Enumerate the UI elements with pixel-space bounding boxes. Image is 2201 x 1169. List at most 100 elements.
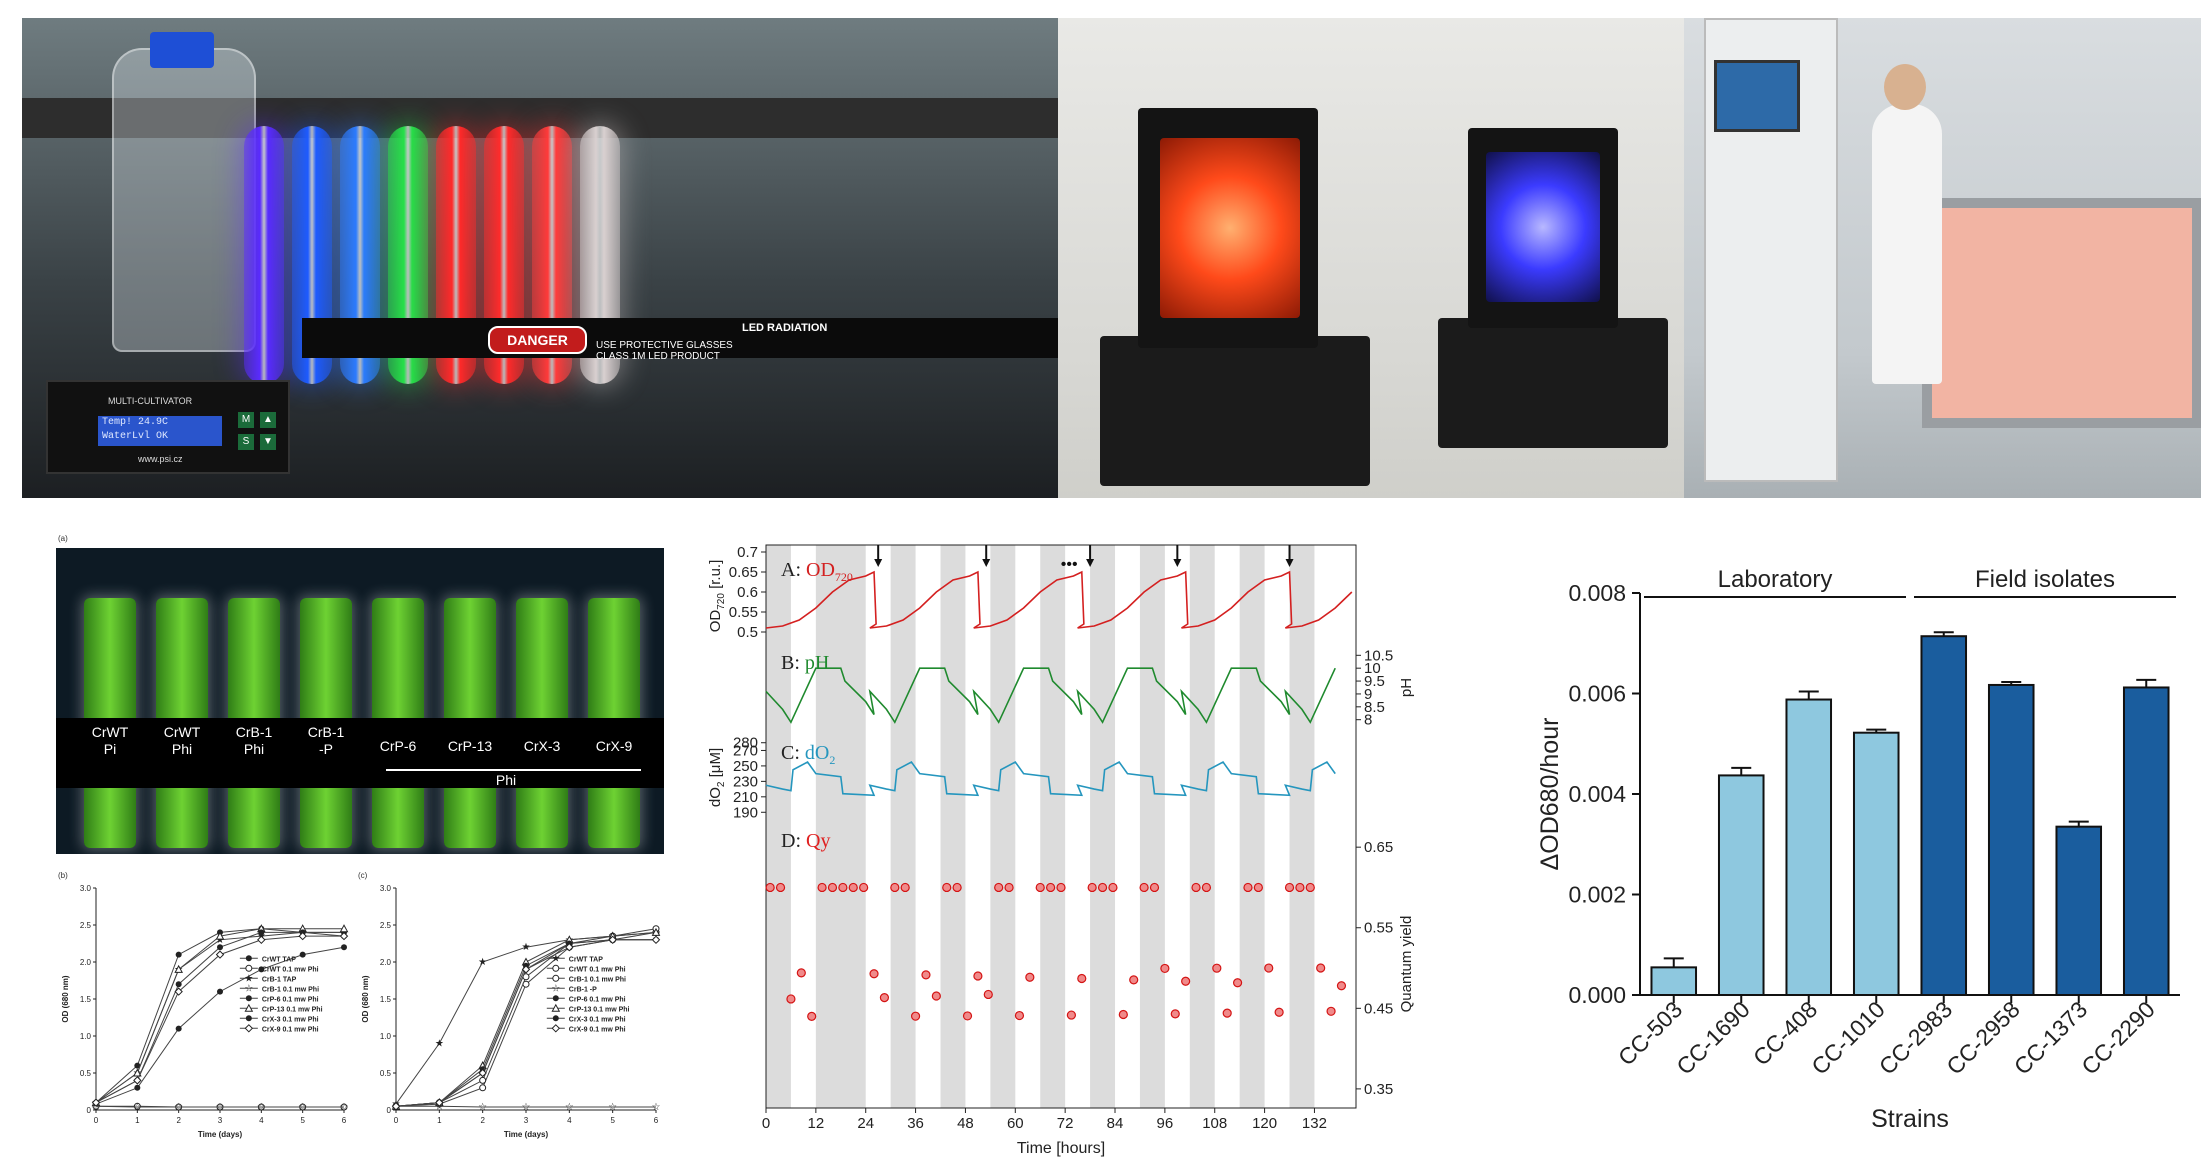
display-line-2: WaterLvl OK bbox=[102, 431, 169, 442]
series-line bbox=[95, 1105, 344, 1108]
legend-label: CrWT 0.1 mw Phi bbox=[262, 966, 319, 973]
arrow-head bbox=[1086, 559, 1095, 567]
marker: ☆ bbox=[522, 1102, 531, 1113]
cabinet-screen bbox=[1714, 60, 1800, 132]
tube-label: CrX-3 bbox=[506, 738, 578, 755]
dark-period-band bbox=[1139, 545, 1165, 1108]
growth-chart-c: (c) 0 0.5 1.0 1.5 2.0 2.5 3.0 0 1 2 3 4 5 6 Time (days)… bbox=[358, 871, 661, 1139]
x-tick-label: 1 bbox=[437, 1116, 442, 1125]
y-tick-label: 8.5 bbox=[1364, 699, 1385, 716]
qy-point bbox=[1160, 963, 1170, 974]
x-tick-label: 2 bbox=[176, 1116, 181, 1125]
marker bbox=[134, 1062, 141, 1069]
qy-point bbox=[1149, 882, 1160, 893]
tube-label-condition: Phi bbox=[171, 741, 193, 757]
legend-label: CrB-1 -P bbox=[569, 986, 597, 993]
qy-point bbox=[1212, 963, 1222, 973]
x-tick-label: 120 bbox=[1252, 1115, 1277, 1132]
x-tick-label: 132 bbox=[1302, 1115, 1327, 1132]
qy-point bbox=[921, 970, 931, 980]
legend-label: CrP-13 0.1 mw Phi bbox=[569, 1006, 630, 1013]
qy-point bbox=[1201, 882, 1212, 893]
x-tick-label: 12 bbox=[808, 1115, 825, 1132]
tube-label: CrB-1 -P bbox=[290, 724, 362, 758]
y-tick-label: 0.35 bbox=[1364, 1081, 1393, 1098]
marker: ★ bbox=[478, 957, 487, 968]
marker: ☆ bbox=[133, 1102, 142, 1113]
controller-url: www.psi.cz bbox=[138, 454, 183, 464]
y-tick-label: 0.55 bbox=[729, 604, 758, 621]
warning-line-1: USE PROTECTIVE GLASSES bbox=[596, 340, 733, 351]
qy-point bbox=[962, 1011, 973, 1021]
bar bbox=[1785, 698, 1833, 996]
subplot-label: B: pH bbox=[781, 652, 829, 674]
y-tick-label: 3.0 bbox=[380, 884, 392, 893]
legend-label: CrP-6 0.1 mw Phi bbox=[569, 996, 626, 1003]
marker bbox=[245, 955, 252, 962]
legend-label: CrX-9 0.1 mw Phi bbox=[262, 1026, 319, 1033]
x-tick-label: 6 bbox=[342, 1116, 347, 1125]
marker bbox=[608, 935, 617, 945]
y-axis-label: ΔOD680/hour bbox=[1536, 718, 1564, 871]
legend-label: CrP-13 0.1 mw Phi bbox=[262, 1006, 323, 1013]
marker bbox=[478, 1068, 487, 1078]
qy-point bbox=[1108, 882, 1118, 893]
qy-point bbox=[1056, 882, 1066, 893]
subplot-label: C: dO2 bbox=[781, 742, 835, 767]
marker: ★ bbox=[435, 1038, 444, 1049]
phi-group-line bbox=[386, 769, 641, 771]
subplot-label: A: OD720 bbox=[781, 559, 853, 584]
legend-label: CrB-1 TAP bbox=[262, 976, 297, 983]
series bbox=[391, 935, 661, 1111]
dark-period-band bbox=[1239, 545, 1265, 1108]
legend-label: CrWT 0.1 mw Phi bbox=[569, 966, 626, 973]
x-tick-label: 84 bbox=[1107, 1115, 1124, 1132]
bar bbox=[2122, 686, 2170, 996]
x-axis-label: Strains bbox=[1871, 1105, 1949, 1133]
label-strip bbox=[56, 718, 664, 788]
down-arrow-icon: ▼ bbox=[260, 434, 276, 450]
danger-label: DANGER bbox=[488, 326, 587, 354]
warning-line-2: CLASS 1M LED PRODUCT bbox=[596, 351, 720, 362]
y-tick-label: 1.5 bbox=[80, 995, 92, 1004]
y-tick-label: 0.5 bbox=[737, 624, 758, 641]
dark-period-band bbox=[890, 545, 916, 1108]
qy-point bbox=[1191, 882, 1201, 893]
qy-point bbox=[973, 971, 983, 981]
qy-point bbox=[1336, 981, 1347, 991]
lab-photo bbox=[1684, 18, 2201, 498]
control-cabinet bbox=[1704, 18, 1838, 482]
qy-point bbox=[807, 1011, 817, 1021]
marker: ☆ bbox=[435, 1101, 444, 1112]
x-tick-label: 60 bbox=[1007, 1115, 1024, 1132]
qy-point bbox=[952, 882, 962, 893]
marker bbox=[134, 1084, 141, 1091]
y-tick-label: 190 bbox=[733, 804, 758, 821]
marker bbox=[551, 1003, 561, 1012]
x-tick-label: 3 bbox=[218, 1116, 223, 1125]
qy-point bbox=[890, 882, 900, 893]
base-unit-right bbox=[1438, 318, 1668, 448]
series-line bbox=[765, 761, 1336, 797]
qy-point bbox=[1316, 963, 1326, 973]
arrow-head bbox=[982, 559, 991, 567]
tube-label-condition: Phi bbox=[243, 741, 265, 757]
s-button-icon: S bbox=[238, 434, 254, 450]
qy-point bbox=[1264, 963, 1274, 973]
qy-point bbox=[1004, 882, 1014, 893]
y-axis-label: OD (680 nm) bbox=[61, 975, 70, 1022]
legend-label: CrP-6 0.1 mw Phi bbox=[262, 996, 319, 1003]
marker bbox=[552, 974, 560, 982]
qy-point bbox=[942, 882, 952, 893]
growth-chart-b: (b) 0 0.5 1.0 1.5 2.0 2.5 3.0 0 1 2 3 4 5 6 Time (days)… bbox=[58, 871, 349, 1139]
x-tick-label: CC-2983 bbox=[1874, 996, 1957, 1079]
controller-panel: MULTI-CULTIVATOR Temp! 24.9C WaterLvl OK… bbox=[46, 380, 290, 474]
bar bbox=[1920, 635, 1968, 996]
y-axis-label: OD720 [r.u.] bbox=[707, 560, 727, 633]
dark-period-band bbox=[766, 545, 791, 1108]
blue-glow bbox=[1486, 152, 1600, 302]
qy-point bbox=[1181, 976, 1191, 986]
y-tick-label: 10 bbox=[1364, 660, 1381, 677]
marker bbox=[133, 1102, 141, 1110]
marker bbox=[339, 924, 349, 933]
